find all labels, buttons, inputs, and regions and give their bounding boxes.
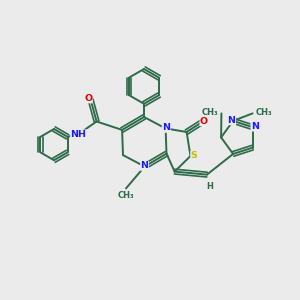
Text: CH₃: CH₃	[202, 108, 218, 117]
Text: O: O	[200, 117, 208, 126]
Text: H: H	[207, 182, 213, 191]
Text: S: S	[191, 152, 197, 160]
Text: N: N	[162, 123, 170, 132]
Text: N: N	[251, 122, 259, 131]
Text: CH₃: CH₃	[118, 191, 134, 200]
Text: NH: NH	[70, 130, 87, 139]
Text: O: O	[84, 94, 92, 103]
Text: CH₃: CH₃	[256, 108, 272, 117]
Text: N: N	[141, 161, 148, 170]
Text: N: N	[228, 116, 236, 125]
